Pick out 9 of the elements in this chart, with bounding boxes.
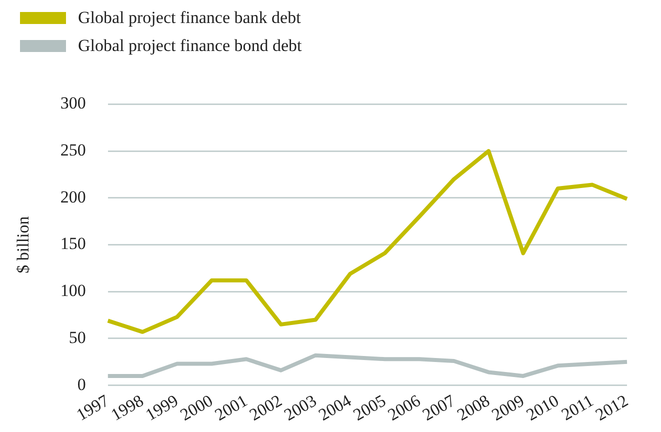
y-axis-title: $ billion xyxy=(14,216,33,274)
legend-label: Global project finance bank debt xyxy=(78,8,301,28)
y-tick-label: 300 xyxy=(60,94,86,113)
y-tick-label: 100 xyxy=(60,281,86,300)
y-tick-label: 200 xyxy=(60,187,86,206)
legend-label: Global project finance bond debt xyxy=(78,36,302,56)
y-tick-label: 50 xyxy=(68,328,86,347)
y-tick-label: 150 xyxy=(60,234,86,254)
y-tick-label: 250 xyxy=(60,140,86,160)
